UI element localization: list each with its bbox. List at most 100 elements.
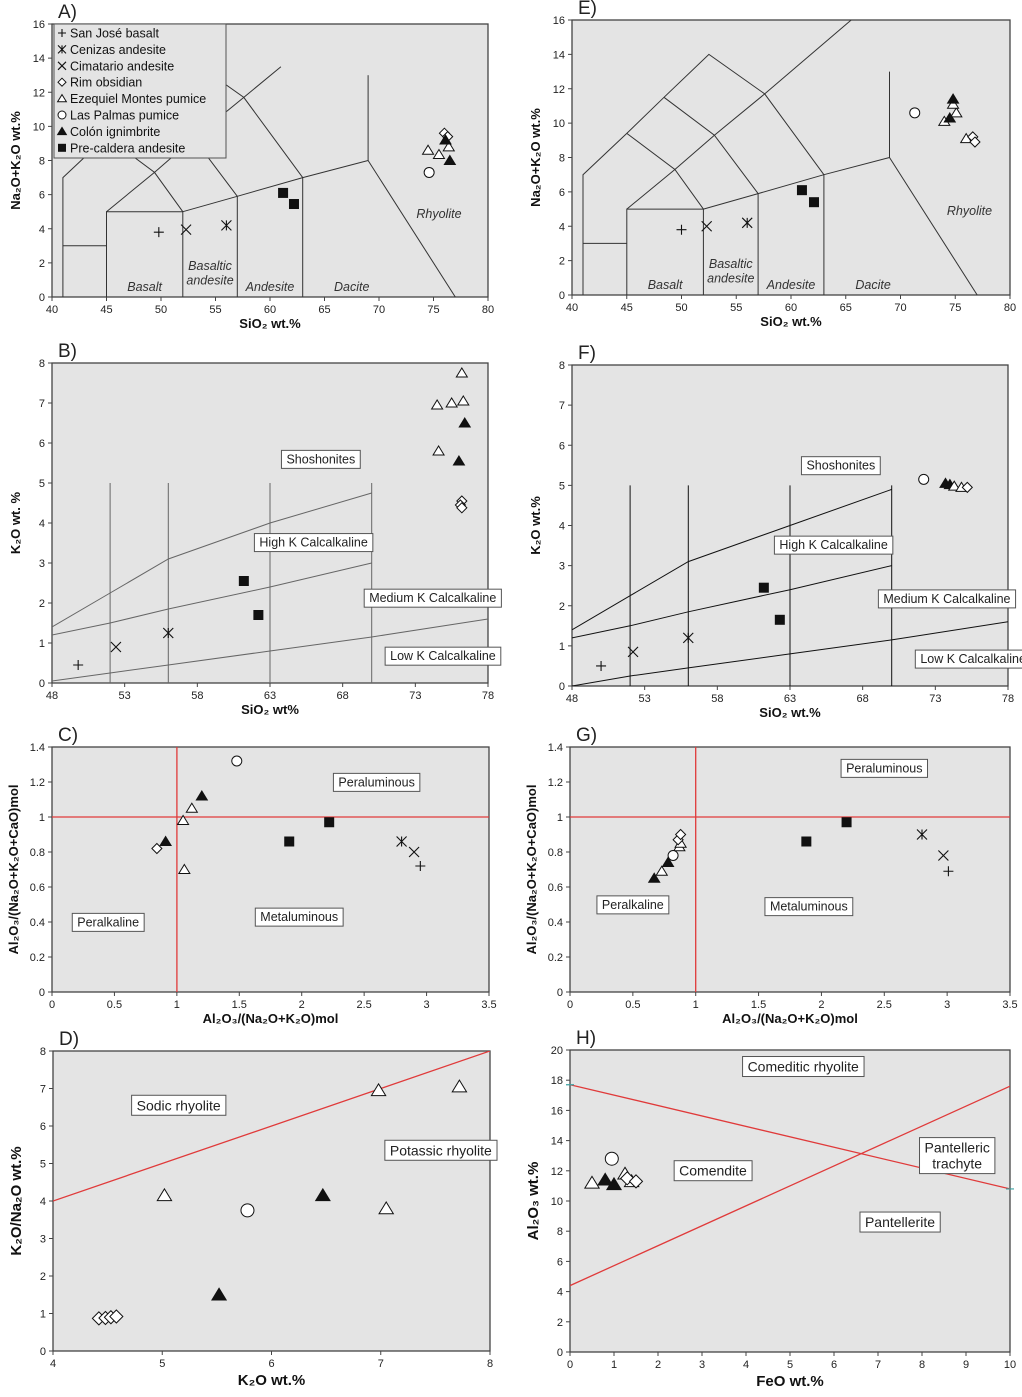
series-col-n-ignimbrite [597, 1172, 623, 1191]
region-label-text: Peralkaline [77, 915, 139, 929]
triangle-open-marker [655, 865, 669, 876]
label-line: High K Calcalkaline [779, 538, 887, 552]
classification-boundaries [53, 1051, 490, 1202]
region-label-text: Rhyolite [416, 207, 461, 221]
boundary-line [182, 160, 369, 213]
label-line: Comeditic rhyolite [748, 1059, 859, 1075]
legend-label: Colón ignimbrite [70, 125, 160, 139]
cross-marker [180, 224, 192, 235]
region-label-text: Pantelleric trachyte [925, 1140, 990, 1172]
triangle-filled-marker [946, 93, 960, 104]
label-box [673, 1160, 753, 1182]
region-label: Andesite [766, 278, 816, 292]
x-tick-label: 2.5 [356, 999, 371, 1011]
cross-marker [110, 641, 122, 653]
legend-item: Cimatario andesite [57, 59, 174, 73]
region-label-text: Basalt [648, 278, 683, 292]
boundary-line [572, 621, 1008, 686]
region-label-text: Rhyolite [947, 204, 992, 218]
y-axis-label: K₂O wt. % [8, 492, 23, 555]
region-label-text: Andesite [766, 278, 816, 292]
region-label: Metaluminous [764, 897, 854, 917]
y-tick-label: 0 [557, 1347, 563, 1359]
diamond-marker [151, 842, 163, 855]
y-tick-label: 16 [553, 15, 565, 27]
cross-marker [627, 646, 639, 658]
circle-marker [423, 166, 435, 178]
label-line: trachyte [932, 1156, 982, 1172]
classification-boundaries [52, 483, 488, 683]
y-axis-label: Al₂O₃ wt.% [525, 1162, 542, 1241]
y-tick-label: 8 [39, 358, 45, 370]
legend-item: Ezequiel Montes pumice [56, 92, 206, 106]
region-label-text: High K Calcalkaline [779, 538, 887, 552]
y-tick-label: 1 [39, 638, 45, 650]
series-cimatario-andesite [408, 846, 420, 858]
region-label: Peraluminous [840, 758, 929, 778]
region-label-text: Shoshonites [806, 459, 875, 473]
region-label: Medium K Calcalkaline [363, 588, 502, 608]
legend-label: Pre-caldera andesite [70, 141, 185, 155]
panel-label: F) [578, 343, 596, 364]
y-tick-label: 4 [559, 221, 565, 233]
x-tick-label: 48 [566, 693, 578, 705]
y-tick-label: 0 [559, 290, 565, 302]
x-tick-label: 3.5 [481, 999, 496, 1011]
region-label: Shoshonites [280, 449, 361, 469]
region-label: Basaltic andesite [186, 259, 233, 288]
square-marker [253, 610, 264, 620]
circle-marker [918, 473, 930, 485]
boundary-line [52, 618, 488, 682]
diamond-marker [57, 77, 67, 87]
series-cenizas-andesite [682, 632, 694, 644]
series-pre-caldera-andesite [801, 817, 852, 847]
triangle-filled-marker [56, 126, 68, 136]
region-label: High K Calcalkaline [773, 535, 894, 555]
series-cimatario-andesite [180, 224, 192, 235]
x-tick-label: 3 [699, 1359, 705, 1371]
x-tick-label: 5 [787, 1359, 793, 1371]
legend-label: Cenizas andesite [70, 43, 166, 57]
plus-marker [58, 29, 66, 37]
y-tick-label: 2 [559, 256, 565, 268]
y-tick-label: 0 [557, 987, 563, 999]
asterisk-marker [57, 45, 67, 54]
region-label: Dacite [334, 280, 369, 294]
series-san-jos-basalt [153, 227, 164, 238]
plot-area [571, 19, 1011, 296]
region-label-text: Comendite [679, 1163, 747, 1179]
series-pre-caldera-andesite [758, 582, 785, 625]
y-tick-label: 5 [39, 478, 45, 490]
y-tick-label: 1 [559, 641, 565, 653]
legend: San José basalt Cenizas andesite Cimatario… [53, 23, 227, 159]
label-box [71, 912, 145, 932]
series-las-palmas-pumice [667, 850, 679, 861]
panel-e: E) 40 45 50 55 60 65 70 75 80 0 2 4 6 8 10 12 14 16 SiO₂ wt… [528, 0, 1016, 329]
diamond-marker [674, 828, 687, 841]
y-tick-label: 4 [39, 518, 45, 530]
y-tick-label: 6 [557, 1256, 563, 1268]
region-label-text: Dacite [855, 278, 890, 292]
x-tick-label: 0.5 [625, 999, 640, 1011]
x-tick-label: 68 [857, 693, 869, 705]
panel-label: A) [58, 2, 77, 23]
label-line: High K Calcalkaline [259, 536, 367, 550]
y-tick-label: 5 [40, 1159, 46, 1171]
series-las-palmas-pumice [423, 166, 435, 178]
triangle-filled-marker [647, 872, 661, 883]
triangle-filled-marker [458, 417, 472, 428]
asterisk-marker [396, 836, 407, 847]
region-label: Basalt [127, 280, 162, 294]
x-tick-label: 53 [639, 693, 651, 705]
diamond-marker [109, 1309, 124, 1324]
label-line: Pantellerite [865, 1214, 935, 1230]
label-box [280, 449, 361, 469]
y-tick-label: 2 [559, 601, 565, 613]
series-cenizas-andesite [162, 627, 174, 639]
region-label-text: Potassic rhyolite [390, 1142, 492, 1158]
region-label-text: Basaltic andesite [186, 259, 233, 288]
label-line: Basalt [127, 280, 162, 294]
label-box [384, 646, 502, 666]
x-tick-label: 55 [209, 304, 221, 316]
series-cimatario-andesite [627, 646, 639, 658]
